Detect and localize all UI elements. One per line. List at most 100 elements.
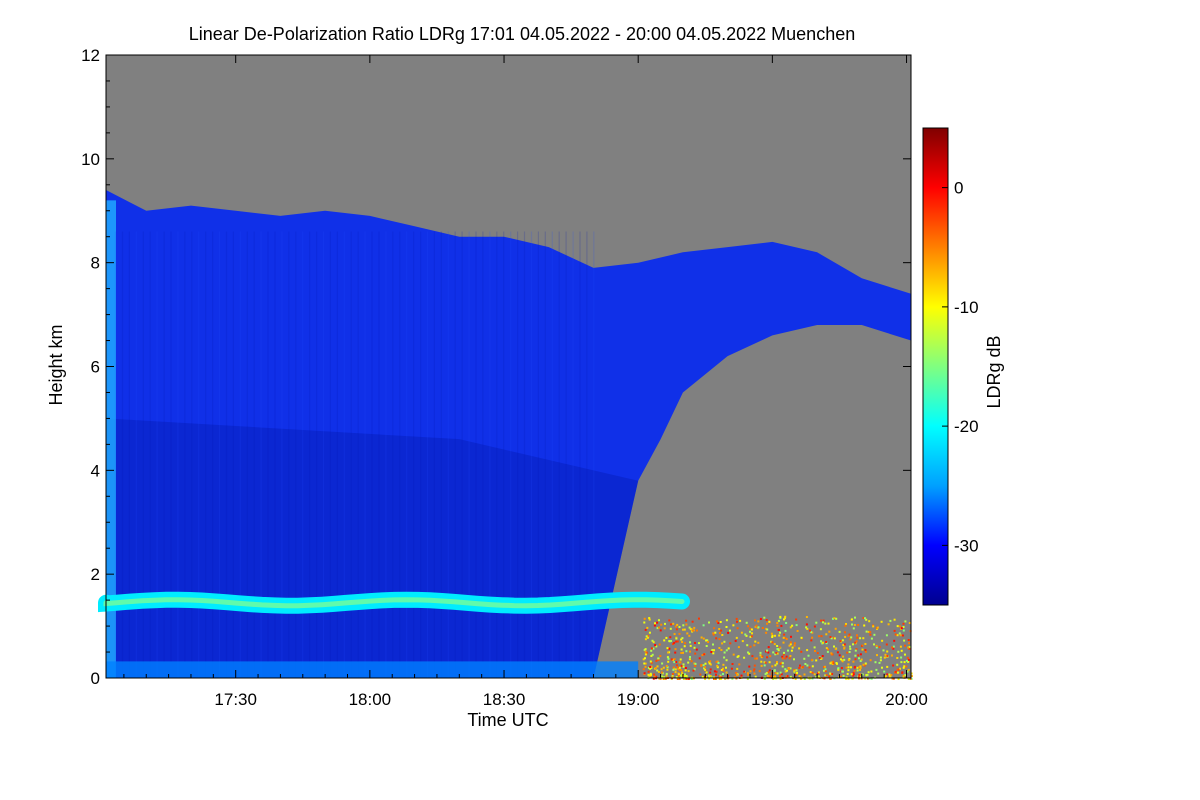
clutter-pixel [891, 654, 893, 657]
clutter-pixel [798, 647, 801, 650]
clutter-pixel [715, 660, 718, 663]
clutter-pixel [705, 639, 708, 642]
clutter-pixel [782, 653, 785, 656]
clutter-pixel [832, 636, 835, 639]
colorbar-tick-label: -30 [954, 536, 979, 555]
streak [371, 231, 373, 678]
y-tick-label: 8 [91, 254, 100, 273]
clutter-pixel [910, 677, 913, 680]
streak [503, 231, 505, 678]
clutter-pixel [805, 616, 808, 618]
clutter-pixel [874, 661, 877, 664]
clutter-pixel [689, 650, 691, 653]
clutter-pixel [650, 647, 653, 650]
clutter-pixel [847, 666, 850, 669]
clutter-pixel [662, 678, 665, 680]
clutter-pixel [776, 652, 779, 655]
clutter-pixel [715, 670, 718, 673]
clutter-pixel [654, 644, 657, 647]
clutter-pixel [878, 661, 881, 664]
clutter-pixel [854, 616, 856, 619]
clutter-pixel [716, 620, 719, 623]
clutter-pixel [777, 619, 780, 622]
clutter-pixel [676, 623, 679, 626]
clutter-pixel [677, 674, 680, 677]
streak [142, 231, 144, 678]
clutter-pixel [720, 649, 723, 651]
clutter-pixel [850, 618, 853, 621]
clutter-pixel [848, 651, 851, 653]
clutter-pixel [659, 629, 662, 632]
clutter-pixel [819, 628, 822, 631]
clutter-pixel [653, 624, 656, 627]
clutter-pixel [892, 647, 895, 650]
clutter-pixel [689, 641, 691, 644]
clutter-pixel [655, 645, 658, 648]
clutter-pixel [782, 636, 785, 639]
clutter-pixel [704, 668, 707, 671]
clutter-pixel [805, 623, 808, 626]
clutter-pixel [899, 634, 902, 637]
clutter-pixel [759, 654, 762, 657]
streak [565, 231, 567, 678]
clutter-pixel [809, 671, 812, 673]
clutter-pixel [689, 656, 691, 658]
colorbar: 0 -10 -20 -30 [922, 127, 979, 606]
clutter-pixel [695, 629, 698, 632]
clutter-pixel [663, 676, 666, 679]
clutter-pixel [885, 643, 888, 646]
clutter-pixel [680, 638, 683, 641]
clutter-pixel [793, 644, 796, 647]
clutter-pixel [852, 660, 855, 663]
clutter-pixel [886, 665, 889, 668]
clutter-pixel [907, 646, 910, 649]
streak [454, 231, 456, 678]
clutter-pixel [645, 651, 648, 654]
clutter-pixel [905, 665, 908, 668]
clutter-pixel [853, 669, 856, 672]
clutter-pixel [784, 637, 787, 639]
clutter-pixel [791, 624, 794, 627]
streak [440, 231, 442, 678]
clutter-pixel [680, 674, 683, 677]
clutter-pixel [910, 675, 913, 678]
x-axis-label: Time UTC [467, 710, 548, 730]
clutter-pixel [786, 669, 788, 672]
clutter-pixel [901, 634, 904, 637]
streak [468, 231, 470, 678]
clutter-pixel [793, 658, 795, 661]
clutter-pixel [814, 676, 817, 679]
chart-title: Linear De-Polarization Ratio LDRg 17:01 … [189, 24, 855, 44]
clutter-pixel [668, 619, 671, 622]
clutter-pixel [899, 667, 901, 670]
clutter-pixel [753, 668, 756, 671]
clutter-pixel [886, 655, 889, 657]
streak [385, 231, 387, 678]
clutter-pixel [643, 662, 646, 665]
clutter-pixel [902, 666, 905, 669]
clutter-pixel [802, 666, 804, 668]
clutter-pixel [861, 648, 864, 651]
clutter-pixel [897, 650, 900, 653]
clutter-pixel [736, 674, 739, 677]
clutter-pixel [665, 674, 668, 677]
streak [302, 231, 304, 678]
clutter-pixel [749, 670, 752, 673]
clutter-pixel [875, 644, 878, 647]
clutter-pixel [717, 622, 720, 624]
clutter-pixel [710, 651, 713, 653]
clutter-pixel [727, 647, 730, 650]
clutter-pixel [763, 616, 766, 619]
clutter-pixel [652, 647, 655, 650]
clutter-pixel [907, 660, 910, 663]
clutter-pixel [715, 637, 718, 640]
clutter-pixel [845, 623, 847, 625]
clutter-pixel [687, 670, 690, 673]
clutter-pixel [869, 631, 872, 634]
clutter-pixel [850, 636, 853, 639]
clutter-pixel [818, 656, 821, 659]
clutter-pixel [864, 650, 867, 653]
clutter-pixel [704, 662, 707, 665]
clutter-pixel [829, 672, 832, 675]
streak [121, 231, 124, 678]
